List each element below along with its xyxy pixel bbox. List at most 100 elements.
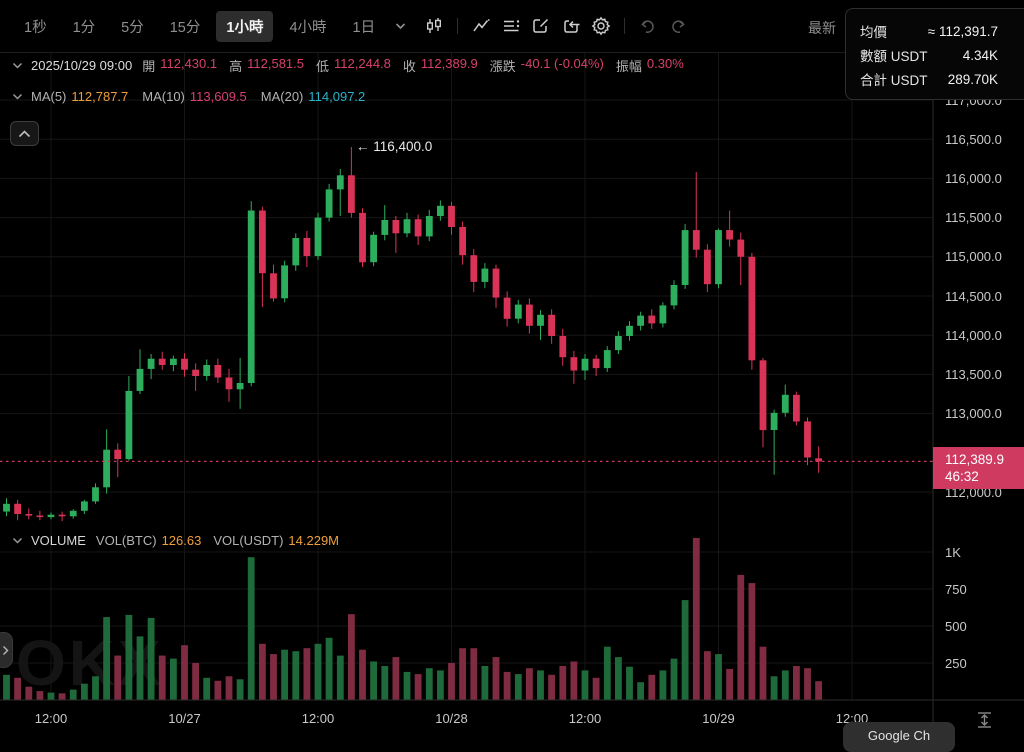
ohlc-value: 0.30% — [646, 56, 684, 71]
candle-body — [136, 368, 144, 391]
interval-button-1秒[interactable]: 1秒 — [24, 19, 47, 36]
volume-bar — [92, 676, 99, 700]
interval-button-1小時[interactable]: 1小時 — [216, 10, 274, 42]
volume-bar — [192, 663, 199, 700]
candle-body — [303, 238, 311, 256]
price-axis-label: 116,500.0 — [945, 131, 1002, 147]
drawing-tools-button[interactable] — [526, 11, 556, 41]
ma-fields: MA(5) 112,787.7 MA(10) 113,609.5 MA(20) 114,0… — [31, 89, 379, 104]
replay-button[interactable] — [556, 11, 586, 41]
candle-body — [370, 234, 377, 263]
ohlc-label: 低 — [316, 59, 330, 74]
time-axis[interactable]: 12:00 10/27 12:00 10/28 12:00 10/29 12:00 — [0, 700, 933, 734]
browser-popup-button[interactable]: Google Ch — [843, 722, 955, 752]
price-axis[interactable]: 117,000.0 116,500.0 116,000.0 115,500.0 115,… — [933, 0, 1024, 734]
volume-bar — [225, 676, 233, 700]
candle-body — [425, 216, 433, 237]
volume-bar — [648, 674, 656, 700]
volume-axis-label: 750 — [945, 581, 967, 597]
candle-body — [325, 189, 333, 218]
candle-body — [103, 449, 110, 488]
ohlc-fields: 開 112,430.1 高 112,581.5 低 112,244.8 收 112,389.9… — [142, 56, 696, 75]
interval-dropdown-button[interactable] — [391, 11, 409, 41]
candlestick-chart-canvas[interactable] — [0, 0, 1024, 734]
chart-layout-button[interactable] — [466, 11, 496, 41]
settings-button[interactable] — [586, 11, 616, 41]
candle-body — [403, 219, 411, 234]
ma-label: MA(10) — [142, 89, 185, 104]
candle-body — [459, 227, 466, 256]
interval-button-4小時[interactable]: 4小時 — [289, 19, 327, 36]
candle-body — [147, 358, 155, 369]
interval-button-15分[interactable]: 15分 — [169, 19, 201, 36]
candle-body — [414, 219, 422, 237]
trade-panel-label: 數額 USDT — [860, 49, 928, 64]
volume-bar — [359, 649, 366, 700]
volume-bar — [236, 679, 244, 700]
legend-collapse-button[interactable] — [12, 62, 23, 69]
high-price-annotation: ← 116,400.0 — [356, 139, 433, 154]
volume-bar — [181, 645, 188, 700]
candle-datetime: 2025/10/29 09:00 — [31, 58, 133, 73]
candle-body — [626, 325, 633, 336]
pencil-square-icon — [532, 18, 548, 33]
candle-body — [815, 458, 822, 462]
ma-collapse-button[interactable] — [12, 93, 23, 100]
volume-bar — [815, 681, 822, 700]
price-axis-label: 115,000.0 — [945, 249, 1002, 265]
candle-body — [615, 336, 622, 351]
ma-value: 114,097.2 — [308, 89, 366, 104]
interval-button-1分[interactable]: 1分 — [72, 19, 96, 36]
candle-body — [381, 220, 389, 235]
volume-bar — [437, 670, 444, 700]
volume-bar — [514, 674, 522, 700]
candle-body — [47, 514, 55, 518]
candle-body — [225, 377, 233, 390]
pane-collapse-button[interactable] — [10, 121, 39, 146]
candle-body — [670, 285, 678, 306]
volume-bar — [681, 600, 689, 700]
interval-button-5分[interactable]: 5分 — [121, 19, 144, 36]
volume-bar — [715, 654, 722, 700]
candle-body — [570, 357, 578, 371]
candle-body — [170, 358, 177, 365]
volume-bar — [781, 670, 789, 700]
ohlc-value: -40.1 (-0.04%) — [520, 56, 604, 71]
trade-panel-value: 289.70K — [947, 71, 998, 87]
volume-bar — [3, 674, 10, 700]
candle-body — [392, 220, 400, 234]
ma-legend: MA(5) 112,787.7 MA(10) 113,609.5 MA(20) 114,0… — [12, 89, 379, 104]
ma-value: 112,787.7 — [71, 89, 129, 104]
candle-body — [259, 210, 266, 274]
volume-bar — [69, 689, 77, 700]
candle-body — [214, 365, 222, 378]
ohlc-label: 振幅 — [615, 59, 642, 74]
volume-bar — [637, 682, 644, 700]
time-axis-label: 12:00 — [301, 711, 335, 726]
autoscale-button[interactable] — [972, 708, 996, 732]
indicators-button[interactable] — [496, 11, 526, 41]
time-axis-label: 12:00 — [568, 711, 602, 726]
interval-button-1日[interactable]: 1日 — [352, 19, 376, 36]
candlestick-style-button[interactable] — [419, 11, 449, 41]
volume-bar — [770, 676, 778, 700]
redo-icon — [672, 20, 685, 33]
candle-body — [181, 358, 188, 370]
latest-label[interactable]: 最新 — [808, 20, 836, 36]
volume-bar — [147, 617, 155, 700]
candle-body — [3, 503, 10, 512]
time-axis-label: 10/29 — [702, 711, 735, 726]
candle-body — [92, 487, 99, 502]
ohlc-value: 112,244.8 — [334, 56, 391, 71]
undo-button[interactable] — [633, 11, 663, 41]
volume-bar — [726, 668, 733, 700]
time-axis-label: 10/28 — [435, 711, 468, 726]
redo-button[interactable] — [663, 11, 693, 41]
candle-body — [581, 358, 589, 371]
panel-expander-button[interactable] — [0, 632, 13, 668]
time-axis-label: 12:00 — [34, 711, 68, 726]
volume-bar — [114, 655, 122, 700]
volume-bar — [459, 648, 466, 700]
volume-legend: VOLUME VOL(BTC) 126.63 VOL(USDT) 14.229M — [12, 533, 351, 548]
volume-collapse-button[interactable] — [12, 537, 23, 544]
